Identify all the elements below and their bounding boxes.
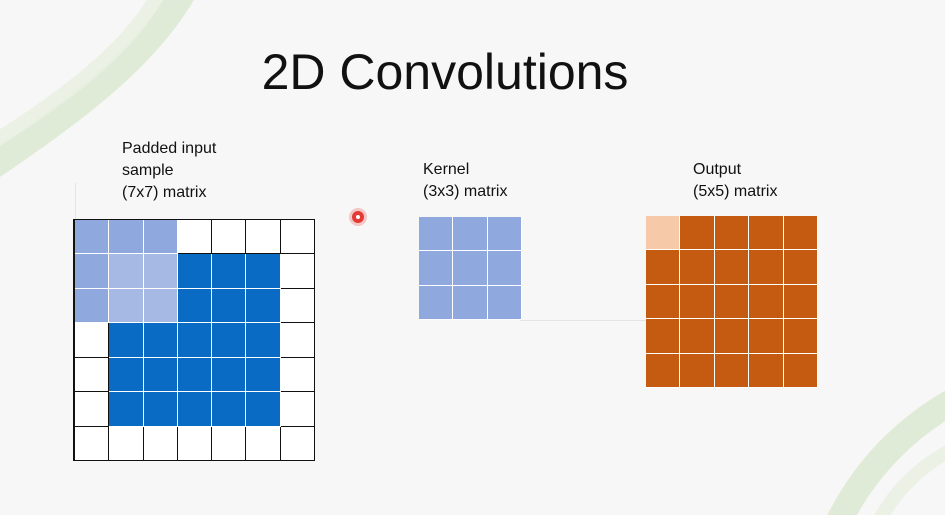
matrix-cell <box>280 357 315 393</box>
matrix-cell <box>749 216 784 251</box>
matrix-cell <box>646 319 681 354</box>
matrix-cell <box>177 323 213 358</box>
matrix-cell <box>212 426 247 461</box>
matrix-cell <box>143 392 178 427</box>
matrix-cell <box>487 217 522 252</box>
matrix-cell <box>109 254 144 289</box>
matrix-cell <box>212 323 247 358</box>
matrix-cell <box>75 323 110 358</box>
matrix-cell <box>212 254 247 289</box>
matrix-cell <box>177 392 213 427</box>
matrix-cell <box>714 250 750 285</box>
matrix-cell <box>212 392 247 427</box>
input-matrix <box>73 219 315 461</box>
matrix-cell <box>75 357 110 393</box>
matrix-cell <box>680 319 715 354</box>
matrix-cell <box>749 353 784 388</box>
matrix-cell <box>419 285 454 320</box>
matrix-cell <box>280 392 315 427</box>
matrix-cell <box>246 357 281 393</box>
matrix-cell <box>177 254 213 289</box>
matrix-cell <box>246 323 281 358</box>
kernel-matrix-label: Kernel (3x3) matrix <box>423 161 508 200</box>
matrix-cell <box>680 284 715 320</box>
laser-pointer-icon <box>352 211 364 223</box>
matrix-cell <box>212 357 247 393</box>
matrix-cell <box>646 353 681 388</box>
matrix-cell <box>109 392 144 427</box>
matrix-cell <box>109 357 144 393</box>
matrix-cell <box>749 319 784 354</box>
kernel-matrix <box>419 217 522 320</box>
matrix-cell <box>783 284 818 320</box>
matrix-cell <box>680 250 715 285</box>
matrix-cell <box>246 426 281 461</box>
matrix-cell <box>487 251 522 286</box>
matrix-cell <box>453 217 488 252</box>
matrix-cell <box>280 288 315 324</box>
matrix-cell <box>143 357 178 393</box>
matrix-cell <box>280 323 315 358</box>
matrix-cell <box>783 353 818 388</box>
matrix-cell <box>749 250 784 285</box>
matrix-cell <box>680 353 715 388</box>
output-matrix-label: Output (5x5) matrix <box>693 161 778 200</box>
matrix-cell <box>75 220 110 255</box>
matrix-cell <box>646 284 681 320</box>
matrix-cell <box>714 216 750 251</box>
matrix-cell <box>646 216 681 251</box>
matrix-cell <box>75 288 110 324</box>
matrix-cell <box>749 284 784 320</box>
matrix-cell <box>246 392 281 427</box>
matrix-cell <box>75 426 110 461</box>
matrix-cell <box>75 254 110 289</box>
matrix-cell <box>143 220 178 255</box>
matrix-cell <box>143 323 178 358</box>
matrix-cell <box>109 426 144 461</box>
matrix-cell <box>177 288 213 324</box>
input-matrix-label: Padded input sample (7x7) matrix <box>122 140 217 201</box>
matrix-cell <box>487 285 522 320</box>
matrix-cell <box>75 392 110 427</box>
matrix-cell <box>280 254 315 289</box>
divider <box>75 183 76 219</box>
matrix-cell <box>783 216 818 251</box>
matrix-cell <box>143 426 178 461</box>
matrix-cell <box>453 285 488 320</box>
divider <box>520 320 650 321</box>
matrix-cell <box>280 426 315 461</box>
matrix-cell <box>109 288 144 324</box>
matrix-cell <box>143 288 178 324</box>
matrix-cell <box>109 220 144 255</box>
matrix-cell <box>453 251 488 286</box>
matrix-cell <box>246 254 281 289</box>
matrix-cell <box>212 220 247 255</box>
matrix-cell <box>419 251 454 286</box>
matrix-cell <box>680 216 715 251</box>
matrix-cell <box>246 220 281 255</box>
matrix-cell <box>177 426 213 461</box>
matrix-cell <box>246 288 281 324</box>
matrix-cell <box>419 217 454 252</box>
matrix-cell <box>714 284 750 320</box>
matrix-cell <box>714 319 750 354</box>
matrix-cell <box>714 353 750 388</box>
matrix-cell <box>177 357 213 393</box>
matrix-cell <box>177 220 213 255</box>
matrix-cell <box>109 323 144 358</box>
matrix-cell <box>646 250 681 285</box>
slide-title: 2D Convolutions <box>261 44 629 100</box>
matrix-cell <box>212 288 247 324</box>
output-matrix <box>646 216 818 388</box>
matrix-cell <box>143 254 178 289</box>
matrix-cell <box>783 250 818 285</box>
matrix-cell <box>783 319 818 354</box>
matrix-cell <box>280 220 315 255</box>
